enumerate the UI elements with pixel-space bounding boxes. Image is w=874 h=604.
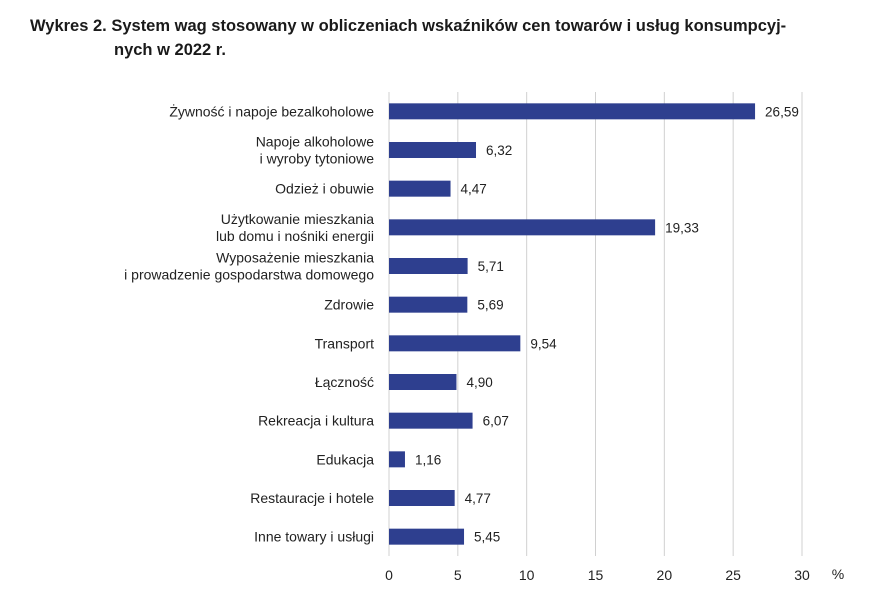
category-label-line: lub domu i nośniki energii — [216, 228, 374, 244]
value-label: 4,90 — [466, 375, 492, 390]
value-label: 4,47 — [461, 182, 487, 197]
bar — [389, 490, 455, 506]
x-tick-label: 5 — [454, 567, 462, 583]
value-label: 19,33 — [665, 220, 699, 235]
category-label-line: Edukacja — [316, 451, 374, 467]
category-label: Zdrowie — [324, 297, 374, 313]
bar — [389, 219, 656, 236]
value-label: 6,32 — [486, 143, 512, 158]
bar — [389, 180, 451, 197]
x-tick-label: 25 — [725, 567, 741, 583]
x-tick-label: 20 — [657, 567, 673, 583]
value-label: 26,59 — [765, 104, 799, 119]
bar — [389, 335, 521, 352]
category-label: Żywność i napoje bezalkoholowe — [169, 102, 374, 119]
category-label-line: Zdrowie — [324, 297, 374, 313]
x-tick-label: 10 — [519, 567, 535, 583]
category-label-line: Łączność — [315, 374, 374, 390]
category-label: Wyposażenie mieszkania i prowadzenie gosp… — [124, 250, 374, 283]
x-tick-label: 0 — [385, 567, 393, 583]
category-label-line: Wyposażenie mieszkania — [216, 250, 374, 266]
category-label: Rekreacja i kultura — [258, 413, 374, 429]
category-label-line: Inne towary i usługi — [254, 529, 374, 545]
value-labels: 26,59 6,32 4,47 19,33 5,71 5,69 9,54 4,90 6,07 1,… — [415, 104, 799, 544]
x-axis-unit: % — [832, 566, 844, 582]
category-label: Restauracje i hotele — [250, 490, 374, 506]
category-label: Edukacja — [316, 451, 374, 467]
value-label: 1,16 — [415, 452, 441, 467]
category-label: Odzież i obuwie — [275, 181, 374, 197]
value-label: 9,54 — [530, 336, 557, 351]
bars — [389, 103, 756, 545]
category-label-line: Transport — [315, 335, 375, 351]
category-label-line: Napoje alkoholowe — [256, 134, 375, 150]
bar — [389, 451, 405, 468]
value-label: 5,69 — [477, 298, 503, 313]
category-label: Inne towary i usługi — [254, 529, 374, 545]
category-label: Użytkowanie mieszkania lub domu i nośniki… — [216, 211, 374, 244]
chart-title-line-1: Wykres 2. System wag stosowany w oblicze… — [30, 17, 787, 35]
x-tick-label: 15 — [588, 567, 604, 583]
category-label-line: i prowadzenie gospodarstwa domowego — [124, 267, 374, 283]
category-label: Transport — [315, 335, 375, 351]
category-label-line: Odzież i obuwie — [275, 181, 374, 197]
chart-title: Wykres 2. System wag stosowany w oblicze… — [30, 14, 850, 62]
bar — [389, 374, 457, 390]
bar — [389, 528, 465, 545]
bar — [389, 258, 468, 274]
category-label-line: Rekreacja i kultura — [258, 413, 374, 429]
category-label: Napoje alkoholowe i wyroby tytoniowe — [256, 134, 375, 167]
x-tick-label: 30 — [794, 567, 810, 583]
grid-lines — [388, 92, 803, 556]
value-label: 6,07 — [483, 414, 509, 429]
x-axis-ticks: 0 5 10 15 20 25 30 — [385, 567, 810, 583]
bar — [389, 412, 473, 429]
category-label-line: Restauracje i hotele — [250, 490, 374, 506]
category-labels: Żywność i napoje bezalkoholowe Napoje alk… — [124, 102, 374, 544]
category-label: Łączność — [315, 374, 374, 390]
bar — [389, 103, 756, 120]
bar — [389, 142, 477, 158]
bar — [389, 296, 468, 313]
category-label-line: Żywność i napoje bezalkoholowe — [169, 102, 374, 119]
value-label: 4,77 — [465, 491, 491, 506]
value-label: 5,45 — [474, 530, 500, 545]
category-label-line: Użytkowanie mieszkania — [221, 211, 374, 227]
chart-title-line-2: nych w 2022 r. — [114, 41, 226, 59]
value-label: 5,71 — [478, 259, 504, 274]
category-label-line: i wyroby tytoniowe — [260, 151, 375, 167]
